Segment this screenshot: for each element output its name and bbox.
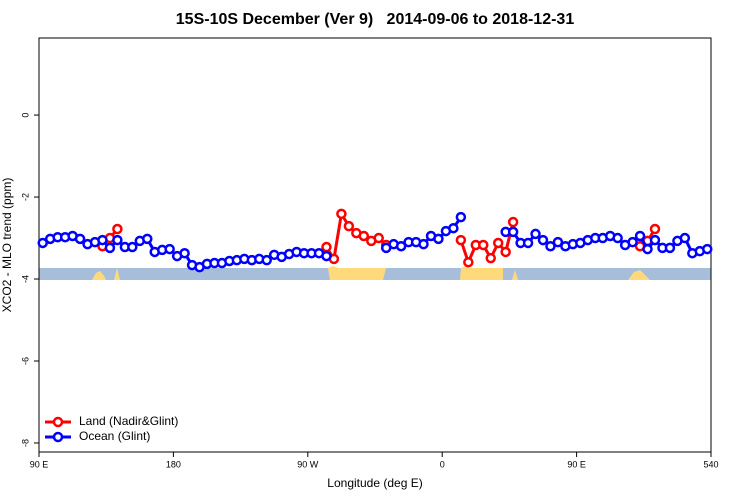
data-point — [448, 222, 459, 234]
y-tick-label: -2 — [20, 193, 30, 201]
data-point — [112, 234, 123, 246]
land-mask — [39, 266, 711, 280]
data-point — [373, 232, 384, 244]
data-point — [492, 237, 504, 249]
data-point — [649, 234, 661, 246]
data-point — [343, 220, 355, 232]
data-point — [500, 246, 511, 258]
data-point — [463, 256, 474, 268]
data-point — [104, 242, 116, 254]
data-point — [142, 233, 153, 245]
legend-label: Land (Nadir&Glint) — [79, 414, 178, 428]
y-axis-label: XCO2 - MLO trend (ppm) — [0, 178, 14, 313]
land-patch — [628, 270, 650, 280]
data-point — [612, 232, 623, 244]
data-point — [485, 252, 496, 264]
data-point — [642, 243, 653, 255]
land-patch — [328, 266, 386, 280]
data-point — [164, 243, 175, 255]
data-point — [530, 228, 541, 240]
y-tick-label: -6 — [20, 357, 30, 365]
x-tick-label: 90 E — [30, 459, 49, 469]
chart-title: 15S-10S December (Ver 9) 2014-09-06 to 2… — [176, 11, 575, 28]
data-point — [395, 240, 407, 252]
series — [37, 211, 713, 273]
x-tick-label: 90 W — [297, 459, 319, 469]
data-point — [702, 243, 713, 255]
y-tick-label: -8 — [20, 439, 30, 447]
data-point — [649, 223, 661, 235]
land-patch — [114, 268, 120, 280]
land-patch — [512, 270, 518, 280]
data-point — [455, 211, 467, 223]
x-axis-label: Longitude (deg E) — [327, 476, 422, 490]
data-point — [127, 241, 138, 253]
data-point — [455, 234, 467, 246]
data-point — [418, 238, 429, 250]
data-point — [37, 237, 48, 249]
legend-marker — [52, 431, 64, 443]
data-point — [537, 234, 549, 246]
data-point — [507, 226, 519, 238]
data-point — [478, 239, 489, 251]
data-point — [507, 216, 519, 228]
data-point — [179, 247, 190, 259]
data-point — [112, 223, 123, 235]
y-tick-label: -4 — [20, 275, 30, 283]
legend-label: Ocean (Glint) — [79, 429, 150, 443]
data-point — [97, 234, 108, 246]
data-point — [679, 232, 691, 244]
data-point — [522, 237, 534, 249]
x-tick-label: 540 — [703, 459, 718, 469]
data-point — [634, 230, 646, 242]
data-point — [261, 254, 272, 266]
x-tick-label: 0 — [440, 459, 445, 469]
x-tick-label: 90 E — [567, 459, 586, 469]
land-patch — [460, 266, 503, 280]
data-point — [321, 241, 332, 253]
y-tick-label: 0 — [20, 113, 30, 118]
data-point — [321, 250, 332, 262]
data-point — [74, 233, 86, 245]
data-point — [336, 208, 347, 220]
data-point — [552, 236, 564, 248]
data-point — [627, 236, 638, 248]
land-patch — [92, 271, 106, 280]
data-point — [545, 240, 556, 252]
data-point — [433, 233, 444, 245]
x-tick-label: 180 — [166, 459, 181, 469]
data-point — [664, 242, 676, 254]
data-point — [358, 230, 370, 242]
legend-marker — [52, 416, 64, 428]
